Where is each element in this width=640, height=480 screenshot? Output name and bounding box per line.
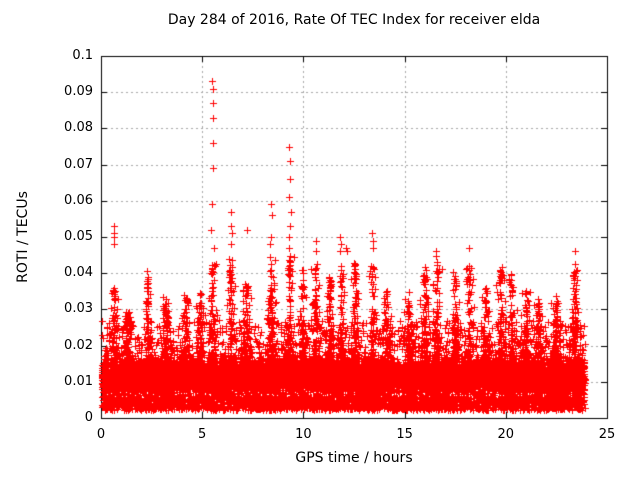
y-tick-label: 0.01 [64, 373, 93, 389]
y-tick-label: 0.09 [64, 84, 93, 100]
x-tick-label: 20 [497, 427, 515, 442]
y-tick-label: 0.08 [64, 120, 93, 136]
y-tick-label: 0.04 [64, 265, 93, 281]
x-tick-label: 5 [198, 427, 207, 442]
y-tick-label: 0.1 [72, 48, 93, 63]
x-tick-label: 10 [295, 427, 312, 442]
y-axis-label: ROTI / TECUs [15, 191, 31, 283]
y-tick-label: 0 [84, 410, 93, 425]
x-tick-label: 15 [396, 427, 413, 442]
y-tick-label: 0.02 [64, 337, 93, 353]
x-axis-label: GPS time / hours [295, 450, 413, 466]
y-tick-label: 0.06 [64, 192, 93, 208]
x-tick-label: 25 [598, 427, 616, 442]
y-tick-label: 0.05 [64, 229, 93, 244]
chart-title: Day 284 of 2016, Rate Of TEC Index for r… [167, 12, 541, 28]
y-tick-label: 0.03 [64, 301, 93, 317]
y-tick-label: 0.07 [64, 156, 93, 172]
x-tick-label: 0 [96, 427, 106, 442]
